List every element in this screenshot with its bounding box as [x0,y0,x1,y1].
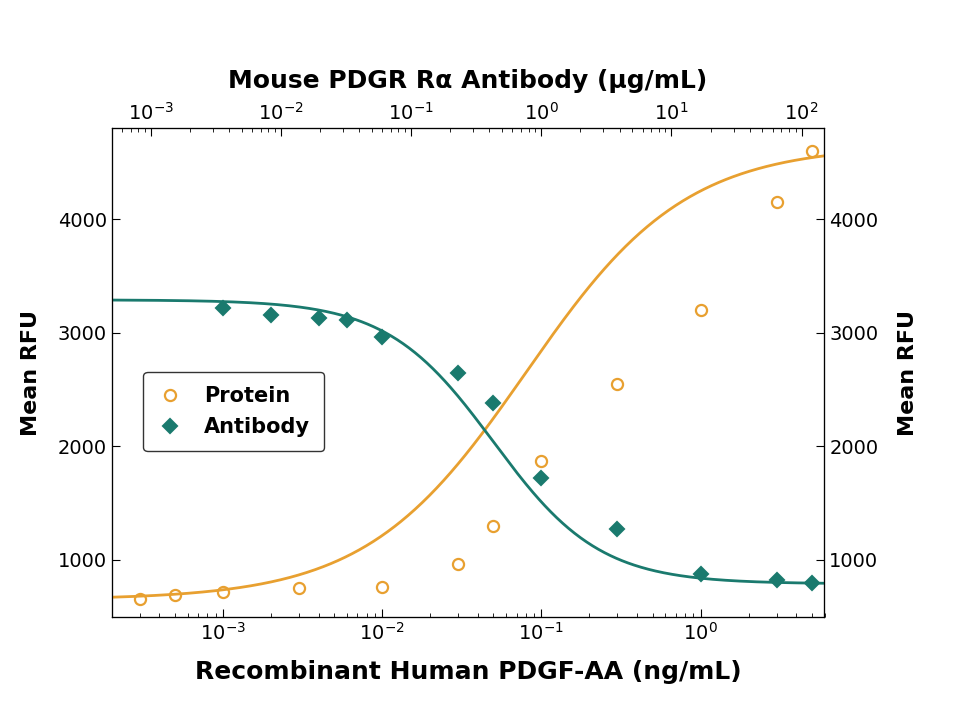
X-axis label: Recombinant Human PDGF-AA (ng/mL): Recombinant Human PDGF-AA (ng/mL) [195,660,740,684]
X-axis label: Mouse PDGR Rα Antibody (μg/mL): Mouse PDGR Rα Antibody (μg/mL) [228,68,707,93]
Protein [452,560,463,569]
Antibody [694,569,705,578]
Antibody [313,314,325,322]
Antibody [217,304,229,312]
Protein [610,379,622,388]
Antibody [340,316,352,324]
Antibody [487,399,499,408]
Y-axis label: Mean RFU: Mean RFU [897,309,917,436]
Antibody [770,576,782,585]
Line: Protein: Protein [134,145,817,604]
Protein [805,147,817,155]
Protein [376,583,388,592]
Antibody [805,578,817,587]
Protein [535,457,547,466]
Protein [169,591,180,600]
Protein [770,198,782,207]
Antibody [535,474,547,483]
Y-axis label: Mean RFU: Mean RFU [21,309,41,436]
Line: Antibody: Antibody [218,303,816,588]
Protein [134,595,145,603]
Antibody [376,333,388,342]
Protein [217,588,229,596]
Antibody [265,310,276,319]
Antibody [452,368,463,376]
Protein [487,522,499,530]
Protein [293,584,304,593]
Legend: Protein, Antibody: Protein, Antibody [143,371,324,451]
Antibody [610,525,622,533]
Protein [694,306,705,314]
